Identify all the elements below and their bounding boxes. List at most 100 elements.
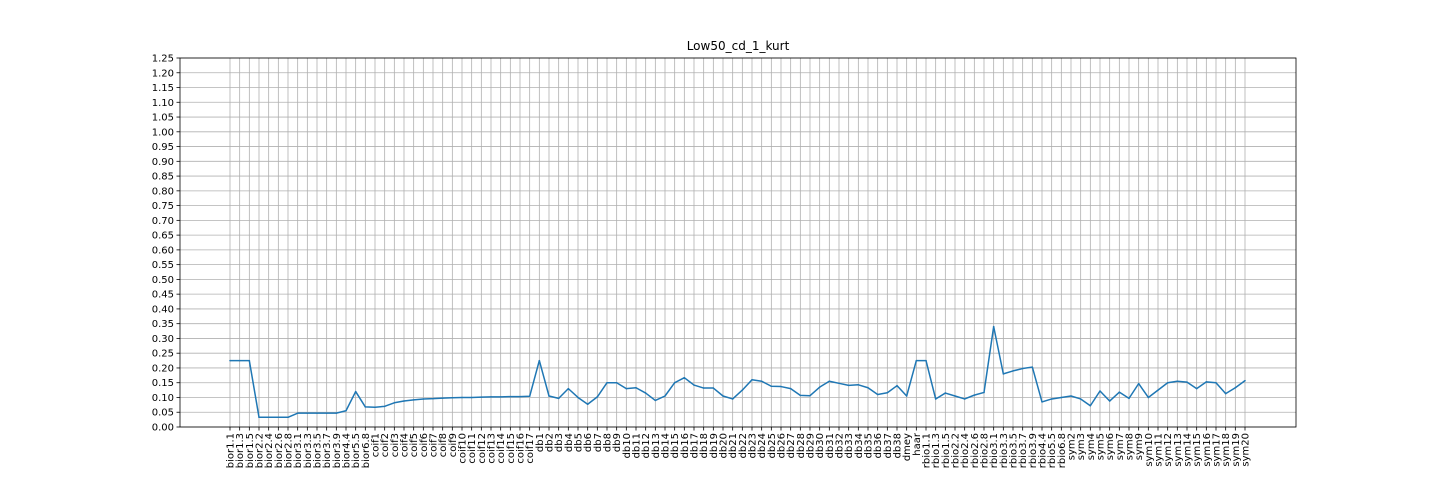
x-tick-label: db34: [854, 433, 865, 458]
data-point: [867, 386, 869, 389]
y-tick-label: 0.70: [152, 216, 174, 227]
data-point: [664, 395, 666, 397]
data-point: [229, 359, 231, 362]
data-point: [1166, 381, 1169, 384]
data-point: [374, 406, 376, 408]
x-tick-label: db32: [835, 433, 846, 458]
data-point: [345, 410, 347, 412]
y-tick-label: 0.35: [152, 319, 174, 330]
data-point: [886, 392, 889, 394]
series-line: [230, 325, 1246, 419]
x-tick-label: db26: [777, 433, 788, 458]
x-tick-label: db1: [535, 433, 546, 452]
x-tick-label: sym16: [1202, 433, 1213, 467]
data-point: [383, 405, 386, 408]
data-point: [1060, 396, 1063, 399]
data-point: [1195, 387, 1198, 390]
data-point: [731, 398, 734, 400]
data-point: [1147, 396, 1150, 399]
x-tick-label: coif3: [390, 433, 401, 457]
data-point: [1157, 389, 1159, 391]
data-point: [1137, 382, 1140, 385]
x-tick-label: sym14: [1183, 433, 1194, 467]
x-tick-label: coif4: [400, 433, 411, 457]
x-tick-label: coif1: [371, 433, 382, 457]
data-point: [1215, 381, 1217, 384]
data-point: [857, 384, 860, 386]
data-point: [1118, 391, 1121, 393]
x-tick-label: sym7: [1115, 433, 1126, 460]
x-tick-label: db12: [641, 433, 652, 458]
x-tick-label: rbio3.7: [1018, 433, 1029, 468]
y-tick-label: 0.30: [152, 334, 174, 345]
y-tick-label: 0.85: [152, 172, 174, 183]
data-point: [963, 398, 966, 400]
x-tick-label: db22: [738, 433, 749, 458]
x-tick-label: rbio2.8: [980, 433, 991, 468]
x-tick-label: db5: [574, 433, 585, 452]
x-tick-label: bior2.4: [264, 433, 275, 468]
data-point: [905, 395, 908, 397]
y-tick-label: 0.05: [152, 408, 174, 419]
data-point: [258, 416, 260, 419]
data-point: [1186, 381, 1188, 383]
x-tick-label: coif2: [380, 433, 391, 457]
data-point: [490, 396, 492, 398]
x-tick-label: db27: [786, 433, 797, 458]
y-tick-label: 0.40: [152, 304, 174, 315]
x-tick-label: sym4: [1086, 433, 1097, 460]
data-point: [451, 397, 454, 399]
data-point: [625, 387, 628, 390]
data-point: [780, 385, 782, 388]
data-point: [606, 381, 608, 384]
x-tick-label: coif13: [487, 433, 498, 464]
x-tick-label: db14: [661, 433, 672, 458]
data-point: [925, 359, 927, 362]
x-tick-label: coif15: [506, 433, 517, 464]
x-tick-label: db36: [873, 433, 884, 458]
x-tick-label: rbio3.1: [989, 433, 1000, 468]
x-tick-label: db35: [864, 433, 875, 458]
x-tick-label: coif5: [409, 433, 420, 457]
x-tick-label: coif14: [496, 433, 507, 464]
x-tick-label: rbio3.9: [1028, 433, 1039, 468]
data-point: [915, 359, 918, 362]
data-point: [712, 387, 715, 389]
data-point: [393, 402, 396, 404]
data-point: [983, 391, 985, 394]
x-tick-label: rbio2.6: [970, 433, 981, 468]
data-point: [1224, 392, 1227, 395]
x-tick-label: bior1.5: [245, 433, 256, 468]
x-tick-label: bior5.5: [351, 433, 362, 468]
data-point: [741, 389, 744, 391]
x-tick-label: rbio4.4: [1038, 433, 1049, 468]
data-point: [1050, 398, 1053, 400]
y-tick-label: 1.20: [152, 68, 174, 79]
x-tick-label: coif9: [448, 433, 459, 457]
data-point: [1070, 395, 1072, 397]
x-tick-label: rbio2.2: [951, 433, 962, 468]
data-point: [799, 394, 802, 397]
x-tick-label: rbio3.5: [1009, 433, 1020, 468]
x-tick-label: bior3.9: [332, 433, 343, 468]
x-tick-label: db6: [583, 433, 594, 452]
x-tick-label: sym20: [1241, 433, 1252, 467]
data-point: [480, 396, 483, 398]
y-tick-label: 0.15: [152, 378, 174, 389]
data-point: [1002, 373, 1005, 375]
data-point: [325, 412, 328, 414]
x-tick-label: db20: [719, 433, 730, 458]
data-point: [586, 403, 589, 406]
data-point: [944, 392, 947, 394]
data-point: [809, 394, 811, 397]
x-tick-label: db23: [748, 433, 759, 458]
x-tick-label: sym5: [1096, 433, 1107, 460]
data-point: [1128, 397, 1130, 400]
grid-lines: [180, 57, 1296, 428]
y-tick-label: 0.90: [152, 157, 174, 168]
x-tick-label: bior3.1: [293, 433, 304, 468]
x-tick-label: coif17: [525, 433, 536, 464]
x-tick-label: rbio5.5: [1047, 433, 1058, 468]
x-tick-label: bior2.6: [274, 433, 285, 468]
